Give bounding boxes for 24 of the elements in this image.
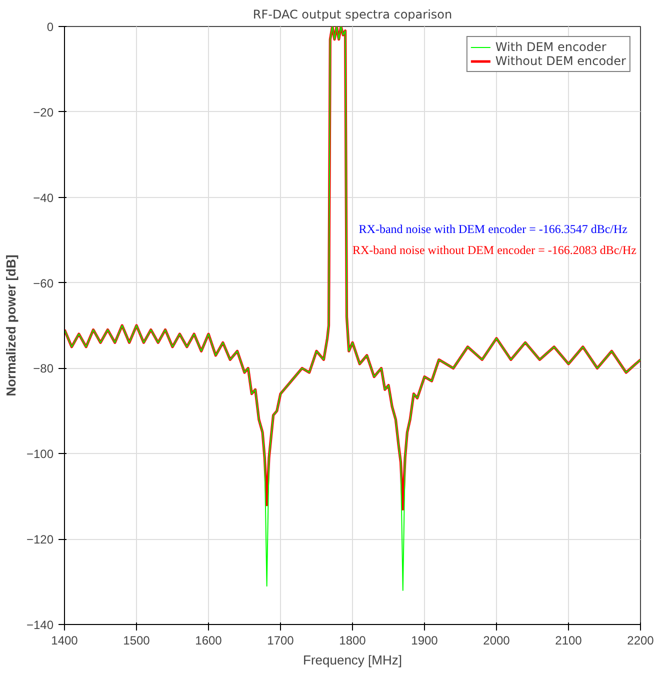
x-tick-label: 2200 xyxy=(627,634,654,648)
x-tick-label: 1600 xyxy=(195,634,222,648)
legend-label: Without DEM encoder xyxy=(495,54,626,68)
y-axis-title: Normalized power [dB] xyxy=(3,254,18,396)
y-tick-label: 0 xyxy=(46,20,54,34)
annotation: RX-band noise without DEM encoder = -166.2083 dBc/Hz xyxy=(352,243,637,258)
x-tick-label: 1900 xyxy=(411,634,438,648)
legend-label: With DEM encoder xyxy=(495,40,606,54)
y-tick-label: −100 xyxy=(26,447,54,462)
x-tick-label: 1500 xyxy=(123,634,150,648)
y-tick-label: −120 xyxy=(26,532,54,547)
chart-title: RF-DAC output spectra coparison xyxy=(252,8,452,22)
annotation: RX-band noise with DEM encoder = -166.3547 dBc/Hz xyxy=(358,222,628,236)
y-tick-label: −140 xyxy=(26,618,54,632)
x-tick-label: 2100 xyxy=(555,634,582,648)
x-tick-label: 1800 xyxy=(339,634,366,648)
x-tick-label: 1700 xyxy=(267,634,294,648)
y-tick-label: −20 xyxy=(33,105,54,120)
x-tick-label: 1400 xyxy=(51,634,78,648)
y-tick-label: −40 xyxy=(33,190,54,205)
x-axis-title: Frequency [MHz] xyxy=(303,652,402,668)
y-tick-label: −60 xyxy=(33,276,54,290)
y-tick-label: −80 xyxy=(33,362,54,376)
x-tick-label: 2000 xyxy=(483,634,510,648)
